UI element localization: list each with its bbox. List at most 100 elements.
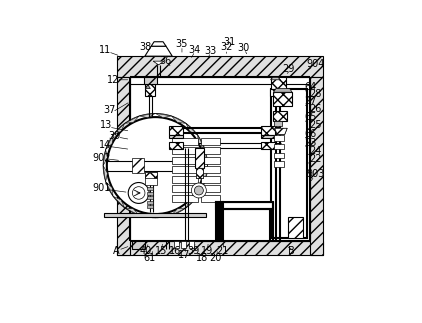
Polygon shape bbox=[151, 42, 166, 46]
Text: 39: 39 bbox=[109, 131, 121, 141]
Bar bbox=[171, 166, 197, 173]
Bar bbox=[201, 185, 220, 192]
Text: 34: 34 bbox=[188, 45, 200, 55]
Bar bbox=[171, 138, 197, 145]
Text: 14: 14 bbox=[99, 140, 111, 150]
Bar bbox=[274, 162, 284, 167]
Polygon shape bbox=[106, 182, 113, 196]
Bar bbox=[168, 126, 183, 134]
Bar bbox=[274, 135, 284, 141]
Circle shape bbox=[107, 117, 204, 214]
Polygon shape bbox=[275, 128, 287, 134]
Bar bbox=[189, 242, 194, 248]
Text: 38: 38 bbox=[139, 42, 151, 52]
Text: A: A bbox=[113, 246, 119, 256]
Text: 901: 901 bbox=[92, 183, 111, 193]
Polygon shape bbox=[153, 61, 164, 65]
Bar bbox=[201, 176, 220, 183]
Bar bbox=[104, 213, 206, 217]
Bar bbox=[274, 144, 284, 150]
Text: 36: 36 bbox=[159, 56, 171, 66]
Polygon shape bbox=[273, 89, 292, 92]
Polygon shape bbox=[124, 208, 139, 215]
Bar bbox=[147, 201, 153, 204]
Polygon shape bbox=[186, 196, 197, 208]
Polygon shape bbox=[103, 166, 108, 182]
Bar bbox=[201, 166, 220, 173]
Bar bbox=[144, 77, 157, 84]
Text: 24: 24 bbox=[309, 146, 322, 156]
Text: 904: 904 bbox=[306, 59, 325, 68]
Bar bbox=[288, 217, 303, 238]
Bar bbox=[271, 89, 286, 96]
Bar bbox=[310, 77, 323, 255]
Polygon shape bbox=[155, 214, 171, 218]
Bar bbox=[274, 153, 284, 158]
Bar bbox=[171, 147, 197, 154]
Circle shape bbox=[133, 187, 145, 199]
Polygon shape bbox=[113, 196, 124, 208]
Text: 35: 35 bbox=[176, 39, 188, 49]
Bar bbox=[133, 158, 143, 173]
Bar bbox=[274, 121, 282, 126]
Polygon shape bbox=[197, 135, 205, 150]
Bar bbox=[271, 77, 286, 89]
Text: 30: 30 bbox=[238, 43, 250, 53]
Bar bbox=[171, 157, 197, 164]
Bar bbox=[132, 242, 146, 249]
Polygon shape bbox=[145, 46, 172, 56]
Text: 21: 21 bbox=[216, 246, 229, 256]
Text: 11: 11 bbox=[99, 45, 111, 55]
Polygon shape bbox=[171, 208, 186, 215]
Bar bbox=[147, 192, 153, 195]
Polygon shape bbox=[106, 135, 113, 150]
Text: 32: 32 bbox=[220, 42, 233, 52]
Bar bbox=[195, 148, 204, 168]
Polygon shape bbox=[139, 214, 155, 218]
Text: 37: 37 bbox=[104, 105, 116, 115]
Bar bbox=[174, 242, 179, 248]
Bar bbox=[146, 172, 157, 178]
Text: 66: 66 bbox=[304, 129, 316, 139]
Text: 16: 16 bbox=[169, 246, 181, 256]
Bar bbox=[271, 89, 307, 238]
Polygon shape bbox=[197, 182, 205, 196]
Polygon shape bbox=[203, 166, 208, 182]
Text: 27: 27 bbox=[304, 97, 316, 107]
Text: 19: 19 bbox=[201, 246, 213, 256]
Bar bbox=[147, 187, 153, 191]
Bar bbox=[216, 202, 273, 209]
Text: 33: 33 bbox=[204, 46, 216, 56]
Bar bbox=[117, 77, 130, 255]
Bar bbox=[261, 142, 275, 150]
Bar bbox=[146, 84, 155, 96]
Text: 40: 40 bbox=[140, 246, 152, 256]
Text: 23: 23 bbox=[304, 138, 316, 148]
Text: 903: 903 bbox=[306, 169, 325, 179]
Circle shape bbox=[192, 183, 206, 198]
Bar bbox=[117, 242, 323, 255]
Bar bbox=[261, 134, 275, 138]
Polygon shape bbox=[271, 77, 281, 80]
Text: 902: 902 bbox=[92, 153, 111, 163]
Bar bbox=[181, 242, 187, 248]
Bar bbox=[117, 56, 323, 77]
Bar bbox=[171, 185, 197, 192]
Polygon shape bbox=[275, 128, 287, 134]
Bar bbox=[171, 195, 197, 202]
Text: 64: 64 bbox=[304, 81, 316, 91]
Text: 29: 29 bbox=[282, 64, 295, 74]
Bar bbox=[171, 176, 197, 183]
Polygon shape bbox=[186, 123, 197, 135]
Bar bbox=[168, 142, 183, 150]
Text: 39: 39 bbox=[187, 246, 200, 256]
Text: 18: 18 bbox=[196, 253, 208, 263]
Bar bbox=[147, 196, 153, 199]
Bar bbox=[201, 195, 220, 202]
Bar bbox=[146, 172, 157, 185]
Circle shape bbox=[128, 182, 149, 203]
Polygon shape bbox=[124, 116, 139, 123]
Bar bbox=[273, 111, 287, 121]
Bar bbox=[201, 147, 220, 154]
Bar bbox=[196, 168, 203, 178]
